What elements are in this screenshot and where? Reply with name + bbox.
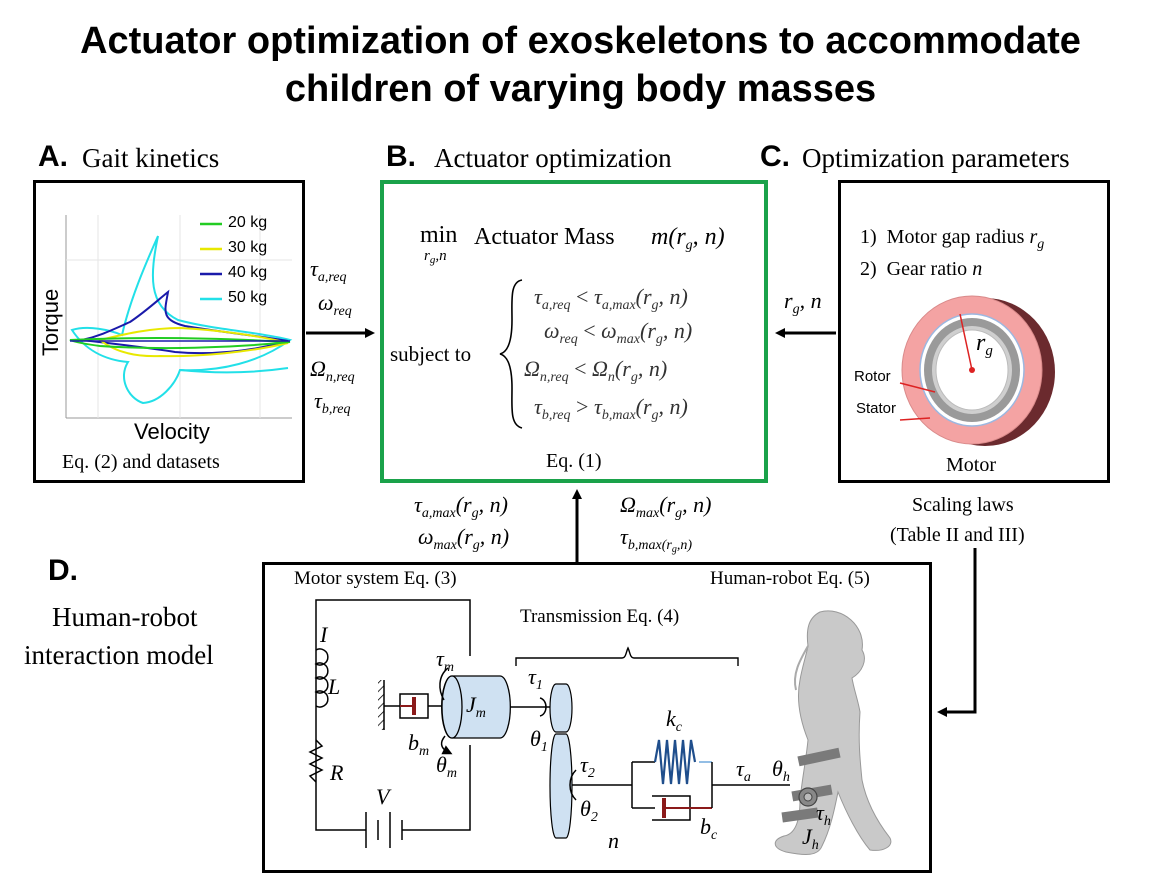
panel-b-box [380, 180, 768, 483]
label-tau-b-max: τb,max(rg,n) [620, 524, 692, 555]
subject-to: subject to [390, 342, 472, 366]
param-item-2: 2) Gear ratio n [860, 258, 983, 280]
eq1-label: Eq. (1) [546, 450, 602, 472]
gait-xlabel: Velocity [134, 419, 210, 444]
panel-c-title: Optimization parameters [802, 143, 1070, 173]
panel-a-letter: A. [38, 140, 68, 173]
objective-min-subscript: rg,n [424, 248, 447, 266]
constraint-1: τa,req < τa,max(rg, n) [534, 284, 688, 313]
sym-theta-2: θ2 [580, 796, 598, 825]
sym-tau-m: τm [436, 646, 454, 675]
scaling-laws-line1: Scaling laws [912, 494, 1014, 516]
panel-b-title: Actuator optimization [434, 143, 672, 173]
scaling-laws-line2: (Table II and III) [890, 524, 1025, 546]
objective-function: m(rg, n) [651, 224, 725, 253]
sym-I: I [320, 622, 328, 647]
figure-title-line1: Actuator optimization of exoskeletons to… [80, 20, 1081, 62]
stator-label: Stator [856, 400, 897, 417]
sym-V: V [376, 784, 390, 809]
sym-theta-1: θ1 [530, 726, 548, 755]
sym-tau-2: τ2 [580, 752, 595, 781]
constraint-2: ωreq < ωmax(rg, n) [544, 318, 693, 347]
panel-a-title: Gait kinetics [82, 143, 220, 173]
sym-tau-1: τ1 [528, 664, 543, 693]
sym-J-m: Jm [466, 692, 486, 721]
transmission-brace [515, 646, 739, 666]
label-tau-a-max: τa,max(rg, n) [414, 492, 508, 521]
motor-system-label: Motor system Eq. (3) [294, 568, 457, 589]
rotor-label: Rotor [854, 368, 891, 385]
sym-J-h: Jh [802, 824, 819, 853]
objective-min: min [420, 222, 458, 248]
label-tau-b-req: τb,req [314, 388, 351, 417]
rg-radius-label: rg [976, 330, 993, 359]
param-item-1: 1) Motor gap radius rg [860, 226, 1045, 252]
label-tau-a-req: τa,req [310, 256, 347, 285]
gait-ylabel: Torque [38, 288, 63, 356]
panel-d-title-line1: Human-robot [52, 602, 198, 632]
panel-c-letter: C. [760, 140, 790, 173]
sym-L: L [328, 674, 341, 699]
label-omega-req: ωreq [318, 290, 352, 319]
motor-caption: Motor [946, 454, 996, 476]
constraint-brace [499, 279, 523, 429]
legend-50kg: 50 kg [228, 289, 268, 306]
transmission-gears [549, 683, 632, 839]
constraint-4: τb,req > τb,max(rg, n) [534, 394, 688, 423]
motor-illustration [899, 295, 1055, 446]
panel-b-letter: B. [386, 140, 416, 173]
label-Omega-n-req: Ωn,req [310, 356, 355, 385]
sym-tau-a: τa [736, 756, 751, 785]
gait-caption: Eq. (2) and datasets [62, 451, 220, 473]
legend-20kg: 20 kg [228, 214, 268, 231]
transmission-label: Transmission Eq. (4) [520, 606, 680, 627]
sym-theta-m: θm [436, 752, 457, 781]
human-robot-label: Human-robot Eq. (5) [710, 568, 870, 589]
label-omega-max: ωmax(rg, n) [418, 524, 510, 553]
sym-R: R [330, 760, 344, 785]
spring-damper [631, 739, 790, 821]
panel-d-title-line2: interaction model [24, 640, 214, 670]
sym-tau-h: τh [816, 800, 831, 829]
sym-n: n [608, 828, 619, 853]
motor-circuit [308, 599, 471, 848]
figure-title-line2: children of varying body masses [284, 68, 877, 110]
gait-kinetics-plot [65, 215, 293, 419]
objective-text: Actuator Mass [474, 224, 615, 250]
label-Omega-max: Ωmax(rg, n) [620, 492, 712, 521]
constraint-3: Ωn,req < Ωn(rg, n) [524, 356, 668, 385]
arrow-scaling-to-d [937, 548, 977, 717]
label-rg-n: rg, n [784, 288, 822, 317]
sym-b-c: bc [700, 814, 718, 843]
motor-rotor-assembly [378, 667, 552, 755]
sym-theta-h: θh [772, 756, 790, 785]
sym-b-m: bm [408, 730, 430, 759]
legend-30kg: 30 kg [228, 239, 268, 256]
sym-k-c: kc [666, 706, 682, 735]
panel-d-letter: D. [48, 554, 78, 587]
child-silhouette [774, 610, 892, 855]
legend-40kg: 40 kg [228, 264, 268, 281]
